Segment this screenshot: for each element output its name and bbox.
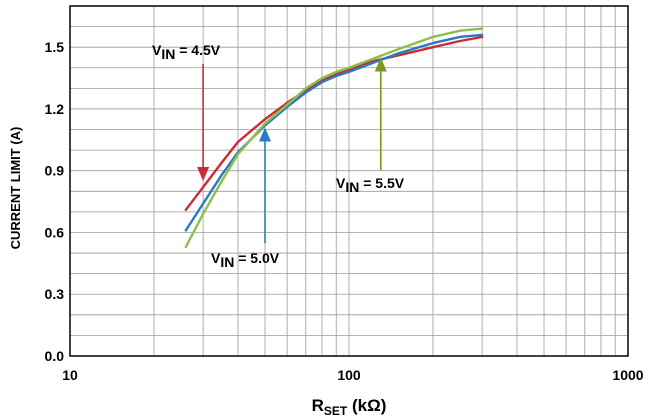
x-axis-label-main: R <box>312 396 324 415</box>
x-tick-label: 1000 <box>612 367 643 383</box>
annotation-vin-5.5: VIN = 5.5V <box>336 175 405 195</box>
arrow-head-v55 <box>374 57 387 72</box>
y-tick-label: 0.3 <box>45 286 65 302</box>
y-tick-label: 0.9 <box>45 163 65 179</box>
x-axis-label-sub: SET <box>324 404 348 418</box>
arrow-head-v45 <box>197 167 210 181</box>
series-line-v45 <box>184 35 484 212</box>
annotation-vin-5.0: VIN = 5.0V <box>211 250 280 270</box>
y-tick-label: 1.2 <box>45 101 65 117</box>
x-tick-label: 10 <box>62 367 78 383</box>
arrow-head-v50 <box>259 127 272 142</box>
y-axis-label: CURRENT LIMIT (A) <box>8 127 23 250</box>
x-axis-label-unit: (kΩ) <box>347 396 386 415</box>
y-tick-labels: 0.0 0.3 0.6 0.9 1.2 1.5 <box>45 39 65 364</box>
x-tick-labels: 10 100 1000 <box>62 367 644 383</box>
y-tick-label: 0.0 <box>45 348 65 364</box>
series-layer <box>184 27 484 249</box>
y-tick-label: 0.6 <box>45 224 65 240</box>
annotation-vin-4.5: VIN = 4.5V <box>152 42 221 62</box>
x-axis-label: RSET (kΩ) <box>312 396 387 418</box>
plot-frame <box>69 5 629 357</box>
series-line-v50 <box>184 33 484 232</box>
y-tick-label: 1.5 <box>45 39 65 55</box>
x-tick-label: 100 <box>337 367 361 383</box>
series-line-v55 <box>184 27 484 249</box>
annotation-arrows <box>197 57 387 243</box>
